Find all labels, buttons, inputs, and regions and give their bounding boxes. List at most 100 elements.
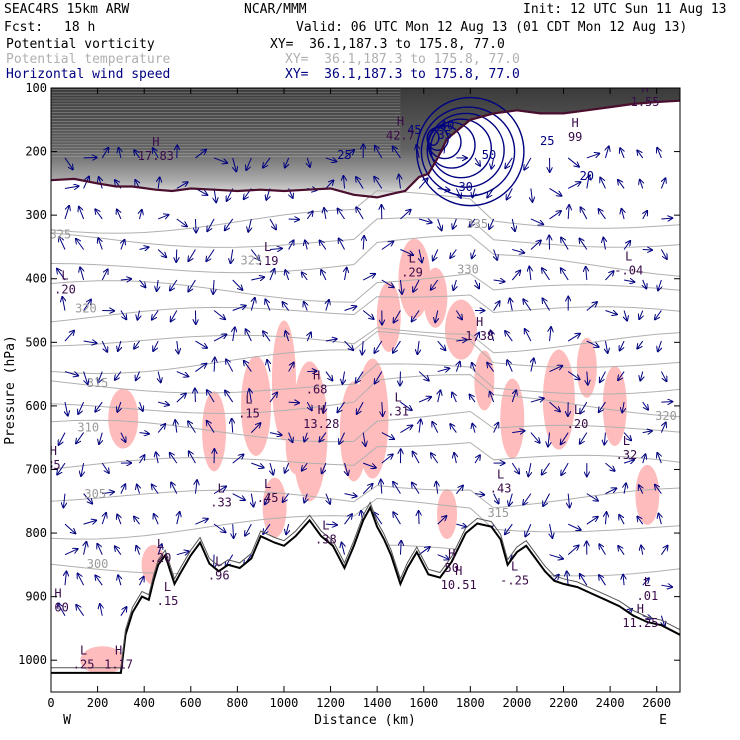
isentrope-label: 315 (87, 376, 109, 390)
wind-vector (474, 455, 480, 464)
wind-vector (188, 249, 196, 261)
plot-frame (50, 87, 681, 693)
wind-vector (453, 279, 456, 290)
extremum-kind: H (455, 564, 462, 578)
legend-wind-field: Horizontal wind speed (6, 67, 171, 82)
wind-vector (288, 402, 299, 403)
extremum-kind: H (637, 602, 644, 616)
isentrope-line (51, 294, 680, 323)
extremum-value: 42.7 (386, 129, 415, 143)
wind-vector (604, 432, 605, 445)
wind-vector (84, 542, 87, 555)
extremum-kind: H (476, 315, 483, 329)
wind-vector (325, 371, 333, 381)
wind-vector (531, 188, 533, 201)
wind-vector (623, 280, 634, 282)
legend-pv-xy: XY= 36.1,187.3 to 175.8, 77.0 (270, 37, 505, 52)
extremum-value: .38 (315, 532, 337, 546)
wind-vector (605, 462, 614, 471)
wind-vector (101, 462, 109, 473)
wind-vector (643, 279, 647, 288)
wind-vector (567, 523, 581, 530)
pv-anomaly-patch (635, 464, 660, 525)
init-time: Init: 12 UTC Sun 11 Aug 13 (523, 2, 727, 17)
pv-anomaly-patch (437, 488, 458, 539)
extremum-value: 99 (568, 130, 582, 144)
wind-vector (512, 390, 516, 403)
wind-vector (325, 158, 336, 162)
wind-vector (80, 267, 84, 281)
wind-vector (455, 188, 461, 197)
wind-vector (530, 398, 544, 403)
tropopause-line (51, 99, 680, 199)
wind-vector (98, 238, 102, 250)
wind-vector (305, 240, 307, 250)
wind-vector (660, 249, 666, 258)
extremum-value: .68 (306, 382, 328, 396)
wind-vector (83, 341, 97, 343)
wind-vector (176, 371, 189, 377)
isentrope-line (51, 363, 680, 395)
wind-vector (139, 279, 146, 287)
pv-anomaly-patch (80, 646, 125, 675)
wind-vector (419, 420, 421, 433)
wind-vector (472, 424, 475, 433)
wind-vector (567, 334, 580, 342)
extremum-kind: L (215, 555, 222, 569)
wind-vector (530, 240, 541, 250)
wind-vector (637, 150, 644, 159)
wind-vector (225, 391, 234, 403)
wind-vector (643, 211, 647, 220)
wind-vector (510, 298, 513, 311)
wind-vector (550, 327, 551, 342)
x-tick-label: 0 (47, 696, 54, 710)
wind-vector (101, 269, 107, 281)
wind-vector (81, 463, 84, 476)
wind-vector (655, 310, 662, 320)
wind-vector (525, 329, 532, 342)
wind-vector (381, 432, 394, 439)
wind-vector (413, 279, 420, 292)
extremum-value: .29 (401, 265, 423, 279)
wind-vector (400, 401, 411, 410)
forecast-hours: 18 h (64, 20, 96, 35)
wind-vector (117, 210, 121, 220)
wind-vector (637, 517, 644, 525)
extremum-value: 35 (46, 458, 60, 472)
extremum-value: -.04 (614, 263, 643, 277)
isentrope-line (51, 234, 680, 277)
wind-vector (436, 482, 438, 494)
extremum-kind: L (394, 391, 401, 405)
pv-anomaly-patch (445, 299, 478, 360)
wind-vector (323, 401, 326, 413)
extremum-value: .15 (157, 594, 179, 608)
wind-vector (158, 371, 161, 383)
wind-vector (302, 272, 308, 281)
wind-vector (530, 218, 543, 224)
wind-vector (319, 432, 327, 442)
wind-vector (418, 371, 429, 381)
pv-anomaly-patch (423, 267, 448, 328)
wind-vector (251, 462, 263, 467)
extremum-kind: H (54, 586, 61, 600)
wind-vector (170, 453, 178, 464)
wind-vector (342, 371, 344, 384)
isentrope-label: 325 (241, 254, 263, 268)
wind-vector (603, 238, 605, 250)
isentrope-line (51, 330, 680, 375)
wind-vector (641, 546, 643, 555)
wind-vector (176, 393, 186, 403)
wind-vector (195, 519, 207, 525)
wind-vector (195, 218, 196, 232)
legend-wind-xy: XY= 36.1,187.3 to 175.8, 77.0 (285, 67, 520, 82)
wind-vector (568, 493, 569, 508)
wind-vector (412, 310, 420, 322)
wind-vector (437, 554, 449, 560)
wind-vector (137, 310, 139, 320)
wind-vector (64, 371, 78, 376)
isentrope-label: 310 (77, 420, 99, 434)
wind-vector (134, 150, 140, 159)
extremum-kind: L (164, 580, 171, 594)
wind-vector (567, 571, 568, 586)
